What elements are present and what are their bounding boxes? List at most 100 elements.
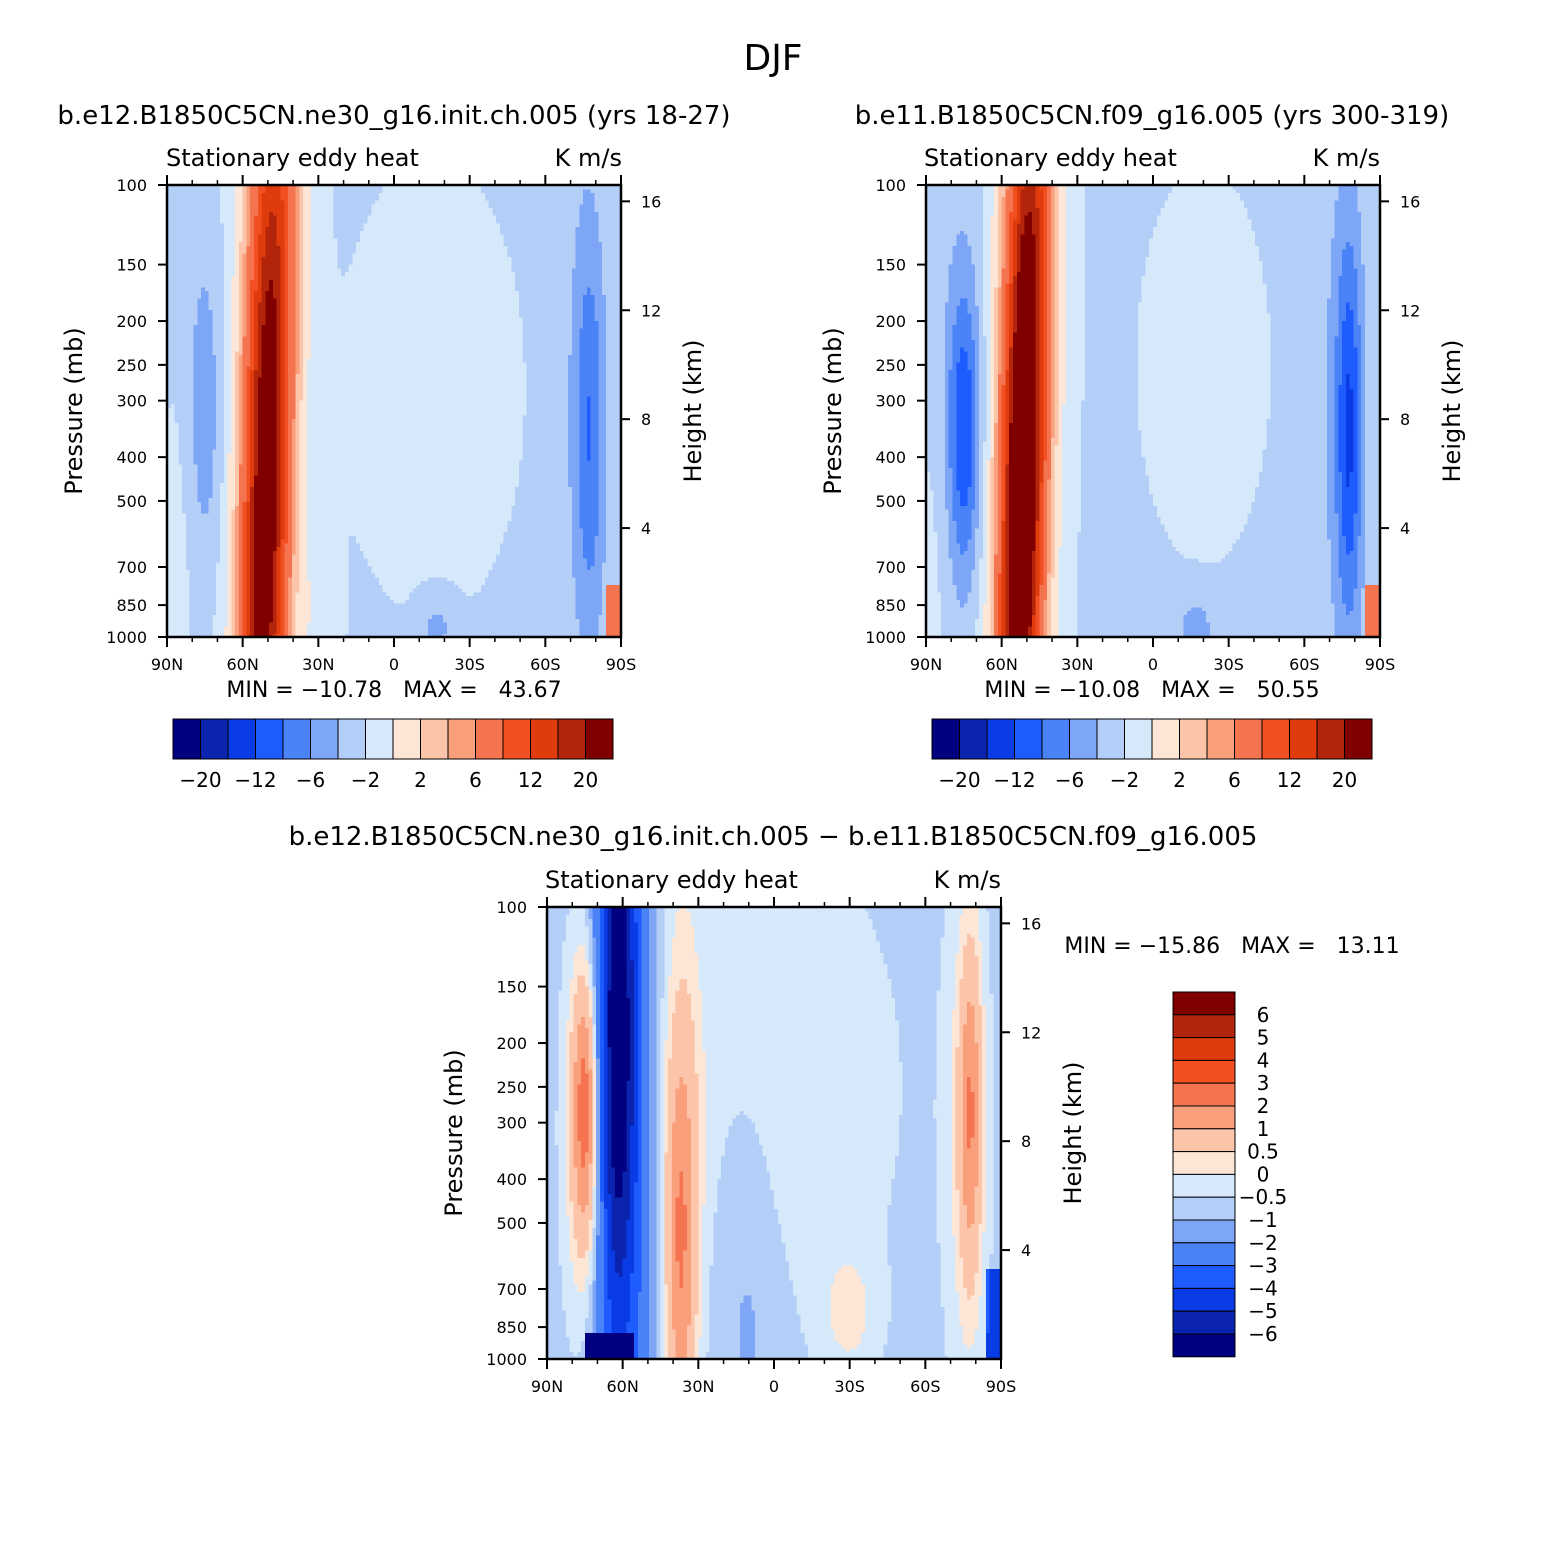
- contour-cell: [197, 388, 201, 392]
- contour-cell: [193, 603, 197, 607]
- contour-cell: [231, 581, 235, 585]
- contour-cell: [231, 238, 235, 242]
- contour-cell: [209, 403, 213, 407]
- contour-cell: [231, 306, 235, 310]
- contour-cell: [205, 309, 209, 313]
- contour-cell: [186, 336, 190, 340]
- contour-cell: [235, 385, 239, 389]
- contour-cell: [193, 223, 197, 227]
- contour-cell: [186, 298, 190, 302]
- contour-cell: [205, 554, 209, 558]
- contour-cell: [220, 422, 224, 426]
- contour-cell: [239, 622, 243, 626]
- contour-cell: [201, 290, 205, 294]
- contour-cell: [190, 302, 194, 306]
- contour-cell: [224, 351, 228, 355]
- contour-cell: [235, 471, 239, 475]
- contour-cell: [235, 513, 239, 517]
- contour-cell: [212, 479, 216, 483]
- contour-cell: [178, 535, 182, 539]
- contour-cell: [175, 618, 179, 622]
- contour-cell: [220, 385, 224, 389]
- contour-cell: [231, 362, 235, 366]
- contour-cell: [182, 452, 186, 456]
- contour-cell: [224, 302, 228, 306]
- contour-cell: [175, 524, 179, 528]
- contour-cell: [186, 321, 190, 325]
- contour-cell: [201, 464, 205, 468]
- contour-cell: [220, 603, 224, 607]
- contour-cell: [201, 249, 205, 253]
- contour-cell: [235, 400, 239, 404]
- contour-cell: [209, 573, 213, 577]
- contour-cell: [212, 208, 216, 212]
- contour-cell: [171, 464, 175, 468]
- contour-cell: [216, 543, 220, 547]
- contour-cell: [190, 339, 194, 343]
- contour-cell: [171, 614, 175, 618]
- contour-cell: [228, 513, 232, 517]
- contour-cell: [224, 426, 228, 430]
- contour-cell: [178, 355, 182, 359]
- contour-cell: [205, 577, 209, 581]
- contour-cell: [205, 290, 209, 294]
- contour-cell: [193, 483, 197, 487]
- contour-cell: [171, 532, 175, 536]
- contour-cell: [216, 226, 220, 230]
- contour-cell: [231, 618, 235, 622]
- contour-cell: [175, 569, 179, 573]
- contour-cell: [193, 388, 197, 392]
- contour-cell: [175, 193, 179, 197]
- contour-cell: [224, 565, 228, 569]
- contour-cell: [216, 351, 220, 355]
- contour-cell: [186, 516, 190, 520]
- contour-cell: [186, 456, 190, 460]
- contour-cell: [193, 516, 197, 520]
- contour-cell: [205, 302, 209, 306]
- contour-cell: [212, 607, 216, 611]
- contour-cell: [231, 456, 235, 460]
- contour-cell: [235, 607, 239, 611]
- contour-cell: [201, 434, 205, 438]
- contour-cell: [224, 483, 228, 487]
- contour-cell: [175, 189, 179, 193]
- contour-cell: [228, 257, 232, 261]
- contour-cell: [220, 275, 224, 279]
- contour-cell: [201, 403, 205, 407]
- contour-cell: [201, 294, 205, 298]
- contour-cell: [175, 381, 179, 385]
- contour-cell: [190, 355, 194, 359]
- contour-cell: [209, 302, 213, 306]
- contour-cell: [212, 362, 216, 366]
- contour-cell: [178, 434, 182, 438]
- contour-cell: [190, 377, 194, 381]
- contour-cell: [216, 592, 220, 596]
- contour-cell: [235, 479, 239, 483]
- contour-cell: [231, 509, 235, 513]
- contour-cell: [190, 385, 194, 389]
- contour-cell: [175, 324, 179, 328]
- contour-cell: [178, 381, 182, 385]
- contour-cell: [197, 260, 201, 264]
- contour-cell: [178, 599, 182, 603]
- contour-cell: [201, 400, 205, 404]
- contour-cell: [228, 317, 232, 321]
- contour-cell: [209, 513, 213, 517]
- contour-cell: [201, 430, 205, 434]
- contour-cell: [228, 226, 232, 230]
- contour-cell: [224, 558, 228, 562]
- contour-cell: [216, 509, 220, 513]
- contour-cell: [220, 294, 224, 298]
- contour-cell: [205, 441, 209, 445]
- contour-cell: [212, 524, 216, 528]
- contour-cell: [212, 324, 216, 328]
- contour-cell: [205, 445, 209, 449]
- contour-cell: [190, 437, 194, 441]
- contour-cell: [205, 422, 209, 426]
- contour-cell: [182, 392, 186, 396]
- contour-cell: [231, 245, 235, 249]
- contour-cell: [171, 223, 175, 227]
- contour-cell: [209, 415, 213, 419]
- contour-cell: [201, 385, 205, 389]
- contour-cell: [201, 611, 205, 615]
